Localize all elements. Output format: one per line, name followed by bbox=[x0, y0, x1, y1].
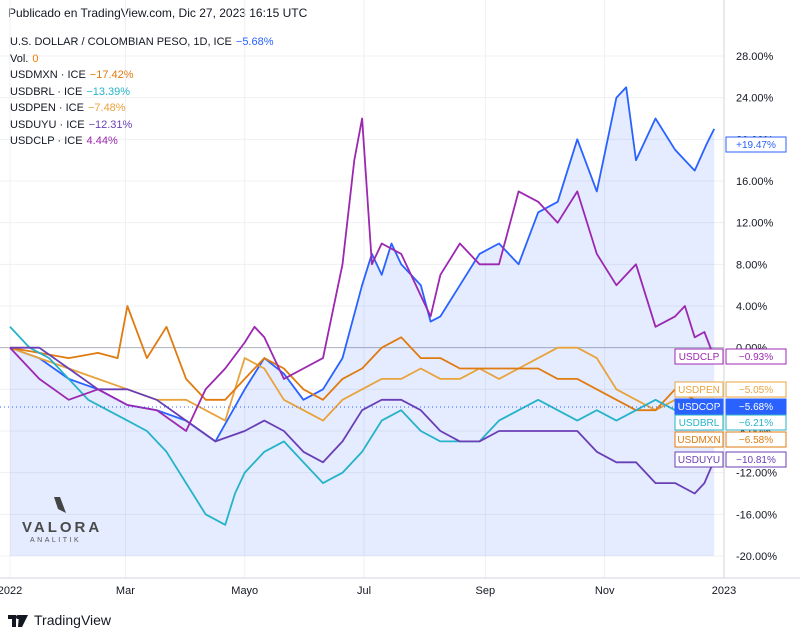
series-line-usduyu bbox=[10, 346, 716, 495]
series-value-box bbox=[725, 451, 787, 468]
y-tick-label: 4.00% bbox=[736, 301, 767, 313]
tradingview-icon bbox=[8, 614, 28, 627]
legend-label: USDPEN · ICE bbox=[10, 102, 84, 114]
y-tick-label: 28.00% bbox=[736, 51, 774, 63]
series-value-box bbox=[725, 348, 787, 365]
valora-logo-icon bbox=[54, 497, 66, 513]
series-line-usdbrl bbox=[9, 326, 715, 526]
top-value-label: +19.47% bbox=[736, 140, 776, 151]
series-value-box bbox=[725, 398, 787, 415]
series-tag-box bbox=[674, 451, 724, 468]
legend-label: USDMXN · ICE bbox=[10, 69, 86, 81]
legend-value: −7.48% bbox=[87, 102, 126, 114]
series-tag-box bbox=[674, 414, 724, 431]
legend-row[interactable]: USDCLP · ICE 4.44% bbox=[10, 133, 274, 150]
y-tick-label: -16.00% bbox=[736, 509, 777, 521]
legend-value: −17.42% bbox=[89, 69, 134, 81]
series-tag-name: USDUYU bbox=[678, 455, 720, 466]
logo-subtext: ANALITIK bbox=[30, 537, 82, 544]
series-tag-box bbox=[674, 398, 724, 415]
published-caption: Publicado en TradingView.com, Dic 27, 20… bbox=[8, 6, 308, 20]
y-tick-label: 16.00% bbox=[736, 176, 774, 188]
series-value-box bbox=[725, 431, 787, 448]
series-tag-name: USDCOP bbox=[678, 402, 721, 413]
x-tick-label: 2023 bbox=[712, 585, 736, 597]
legend-label: USDBRL · ICE bbox=[10, 85, 83, 98]
series-tag-box bbox=[674, 348, 724, 365]
legend-label: U.S. DOLLAR / COLOMBIAN PESO, 1D, ICE bbox=[10, 36, 232, 48]
y-tick-label: -12.00% bbox=[736, 468, 777, 480]
top-value-box bbox=[725, 136, 787, 153]
series-value-box bbox=[725, 414, 787, 431]
series-value-label: −6.21% bbox=[739, 418, 773, 429]
x-tick-label: Jul bbox=[357, 585, 371, 597]
legend-value: −12.31% bbox=[88, 118, 133, 131]
legend-label: USDCLP · ICE bbox=[10, 135, 83, 147]
series-line-usdclp bbox=[9, 117, 716, 432]
legend-row[interactable]: USDPEN · ICE −7.48% bbox=[10, 100, 274, 117]
series-tag-box bbox=[674, 381, 724, 398]
x-tick-label: Mar bbox=[116, 585, 135, 597]
y-tick-label: 8.00% bbox=[736, 259, 767, 271]
series-line-usdpen bbox=[9, 346, 715, 422]
y-tick-label: 12.00% bbox=[736, 218, 774, 230]
legend-row[interactable]: USDUYU · ICE −12.31% bbox=[10, 117, 274, 134]
legend-row[interactable]: USDBRL · ICE −13.39% bbox=[10, 84, 274, 101]
y-tick-label: -20.00% bbox=[736, 551, 777, 563]
chart-legend: U.S. DOLLAR / COLOMBIAN PESO, 1D, ICE −5.… bbox=[10, 34, 274, 150]
legend-value: −5.68% bbox=[235, 36, 274, 48]
series-tag-name: USDBRL bbox=[679, 418, 720, 429]
series-value-label: −10.81% bbox=[736, 455, 776, 466]
footer-brand[interactable]: TradingView bbox=[34, 612, 112, 628]
footer: TradingView bbox=[8, 612, 111, 628]
legend-label: USDUYU · ICE bbox=[10, 118, 85, 131]
series-tag-name: USDPEN bbox=[678, 385, 720, 396]
legend-label: Vol. bbox=[10, 52, 29, 65]
series-value-label: −5.68% bbox=[739, 402, 773, 413]
series-tag-box bbox=[674, 431, 724, 448]
legend-value: 0 bbox=[32, 52, 39, 65]
usdcop-area bbox=[10, 87, 715, 557]
series-value-box bbox=[725, 381, 787, 398]
x-tick-label: Nov bbox=[595, 585, 615, 597]
series-value-label: −6.58% bbox=[739, 435, 773, 446]
y-tick-label: 24.00% bbox=[736, 93, 774, 105]
series-value-label: −5.05% bbox=[739, 385, 773, 396]
legend-row[interactable]: U.S. DOLLAR / COLOMBIAN PESO, 1D, ICE −5.… bbox=[10, 34, 274, 51]
legend-value: −13.39% bbox=[86, 85, 131, 98]
legend-row[interactable]: Vol. 0 bbox=[10, 51, 274, 68]
x-tick-label: Sep bbox=[476, 585, 496, 597]
series-tag-name: USDMXN bbox=[677, 435, 720, 446]
x-tick-label: Mayo bbox=[231, 585, 258, 597]
legend-row[interactable]: USDMXN · ICE −17.42% bbox=[10, 67, 274, 84]
series-tag-name: USDCLP bbox=[679, 352, 720, 363]
series-line-usdmxn bbox=[9, 305, 715, 417]
logo-text: VALORA bbox=[22, 519, 103, 536]
legend-value: 4.44% bbox=[86, 135, 118, 147]
series-value-label: −0.93% bbox=[739, 352, 773, 363]
x-tick-label: 2022 bbox=[0, 585, 22, 597]
